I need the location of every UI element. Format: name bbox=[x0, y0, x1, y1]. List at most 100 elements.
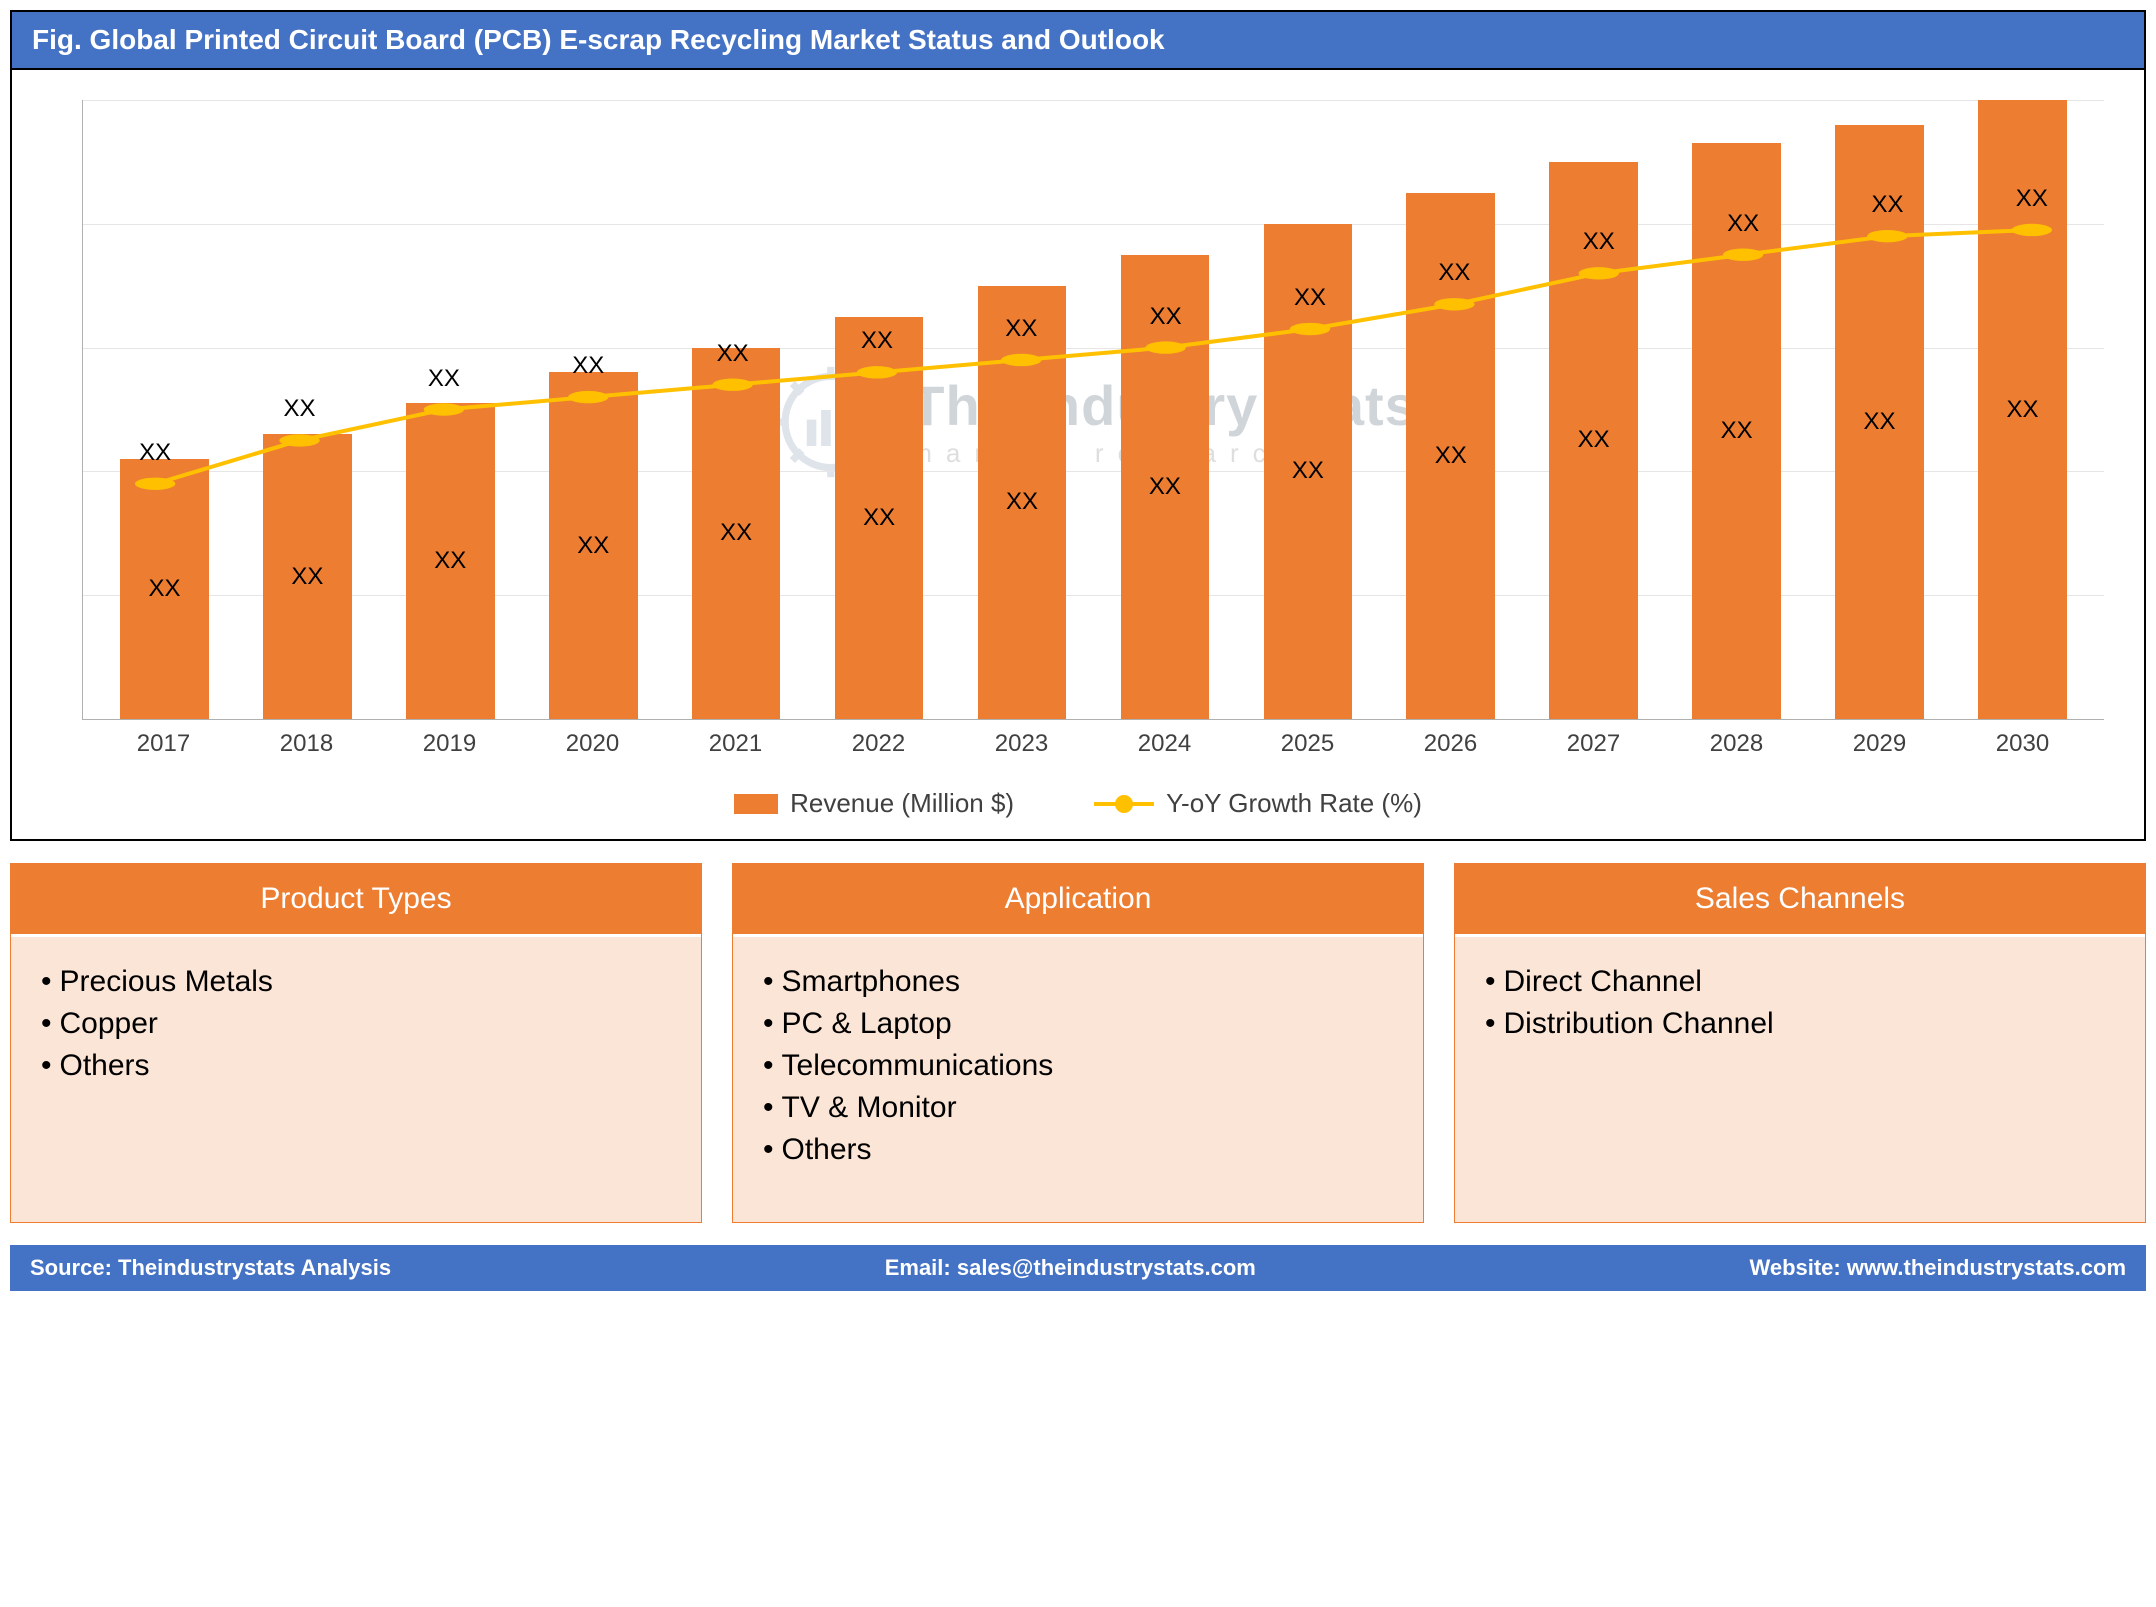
info-panel: Application SmartphonesPC & LaptopTelecom… bbox=[732, 863, 1424, 1223]
panel-list-item: Distribution Channel bbox=[1485, 1003, 2115, 1045]
panel-list-item: Telecommunications bbox=[763, 1045, 1393, 1087]
legend-item-revenue: Revenue (Million $) bbox=[734, 788, 1014, 819]
panel-list-item: TV & Monitor bbox=[763, 1087, 1393, 1129]
chart-container: The Industry Stats market research XXXXX… bbox=[10, 70, 2146, 841]
line-point-label: XX bbox=[572, 352, 604, 380]
footer-source-label: Source: bbox=[30, 1255, 112, 1280]
legend-item-growth: Y-oY Growth Rate (%) bbox=[1094, 788, 1422, 819]
panel-list: SmartphonesPC & LaptopTelecommunications… bbox=[763, 961, 1393, 1171]
bar: XX bbox=[406, 403, 495, 719]
bar: XX bbox=[978, 286, 1067, 719]
legend-label-revenue: Revenue (Million $) bbox=[790, 788, 1014, 819]
panel-body: Precious MetalsCopperOthers bbox=[11, 937, 701, 1222]
bar-slot: XX bbox=[808, 100, 951, 719]
footer-website-label: Website: bbox=[1749, 1255, 1840, 1280]
line-point-label: XX bbox=[1294, 284, 1326, 312]
x-axis-label: 2029 bbox=[1808, 730, 1951, 758]
panel-list-item: Others bbox=[763, 1129, 1393, 1171]
bar-value-label: XX bbox=[1578, 426, 1610, 454]
panel-header: Sales Channels bbox=[1455, 864, 2145, 937]
line-point-label: XX bbox=[2016, 185, 2048, 213]
bar-value-label: XX bbox=[720, 519, 752, 547]
bar-slot: XX bbox=[1379, 100, 1522, 719]
bar: XX bbox=[263, 434, 352, 719]
panel-list-item: Precious Metals bbox=[41, 961, 671, 1003]
bar-slot: XX bbox=[379, 100, 522, 719]
bar-value-label: XX bbox=[1149, 473, 1181, 501]
chart-legend: Revenue (Million $) Y-oY Growth Rate (%) bbox=[42, 788, 2114, 819]
bar-value-label: XX bbox=[1292, 457, 1324, 485]
footer-website-value: www.theindustrystats.com bbox=[1847, 1255, 2126, 1280]
chart-title: Fig. Global Printed Circuit Board (PCB) … bbox=[32, 24, 1165, 55]
line-point-label: XX bbox=[139, 439, 171, 467]
panel-body: SmartphonesPC & LaptopTelecommunications… bbox=[733, 937, 1423, 1222]
line-point-label: XX bbox=[284, 396, 316, 424]
legend-label-growth: Y-oY Growth Rate (%) bbox=[1166, 788, 1422, 819]
line-point-label: XX bbox=[1005, 315, 1037, 343]
bar-slot: XX bbox=[1522, 100, 1665, 719]
line-point-label: XX bbox=[1871, 191, 1903, 219]
footer-source-value: Theindustrystats Analysis bbox=[118, 1255, 391, 1280]
panel-list: Precious MetalsCopperOthers bbox=[41, 961, 671, 1087]
bar-value-label: XX bbox=[863, 504, 895, 532]
info-panels: Product TypesPrecious MetalsCopperOthers… bbox=[10, 863, 2146, 1223]
line-point-label: XX bbox=[1438, 259, 1470, 287]
bar-slot: XX bbox=[1093, 100, 1236, 719]
bar-slot: XX bbox=[665, 100, 808, 719]
legend-swatch-line bbox=[1094, 802, 1154, 806]
bar-slot: XX bbox=[951, 100, 1094, 719]
footer-email: Email: sales@theindustrystats.com bbox=[885, 1255, 1256, 1281]
bars-layer: XXXXXXXXXXXXXXXXXXXXXXXXXXXX bbox=[83, 100, 2104, 719]
footer-website: Website: www.theindustrystats.com bbox=[1749, 1255, 2126, 1281]
x-axis-label: 2030 bbox=[1951, 730, 2094, 758]
panel-list-item: PC & Laptop bbox=[763, 1003, 1393, 1045]
info-panel: Sales Channels Direct ChannelDistribution… bbox=[1454, 863, 2146, 1223]
panel-list-item: Others bbox=[41, 1045, 671, 1087]
line-point-label: XX bbox=[861, 328, 893, 356]
chart-title-bar: Fig. Global Printed Circuit Board (PCB) … bbox=[10, 10, 2146, 70]
bar: XX bbox=[120, 459, 209, 719]
panel-list-item: Direct Channel bbox=[1485, 961, 2115, 1003]
info-panel: Product Types Precious MetalsCopperOthers bbox=[10, 863, 702, 1223]
panel-header: Application bbox=[733, 864, 1423, 937]
line-point-label: XX bbox=[428, 365, 460, 393]
bar: XX bbox=[835, 317, 924, 719]
footer-source: Source: Theindustrystats Analysis bbox=[30, 1255, 391, 1281]
bar-value-label: XX bbox=[2006, 396, 2038, 424]
bar-value-label: XX bbox=[577, 532, 609, 560]
bar-value-label: XX bbox=[1721, 417, 1753, 445]
footer-email-value: sales@theindustrystats.com bbox=[957, 1255, 1256, 1280]
x-axis-label: 2023 bbox=[950, 730, 1093, 758]
panel-header: Product Types bbox=[11, 864, 701, 937]
line-point-label: XX bbox=[1583, 229, 1615, 257]
x-axis-label: 2021 bbox=[664, 730, 807, 758]
x-axis-labels: 2017201820192020202120222023202420252026… bbox=[82, 730, 2104, 758]
bar-slot: XX bbox=[1665, 100, 1808, 719]
x-axis-label: 2022 bbox=[807, 730, 950, 758]
bar-value-label: XX bbox=[1435, 442, 1467, 470]
panel-list: Direct ChannelDistribution Channel bbox=[1485, 961, 2115, 1045]
line-point-label: XX bbox=[1150, 303, 1182, 331]
legend-swatch-bar bbox=[734, 794, 778, 814]
x-axis-label: 2017 bbox=[92, 730, 235, 758]
bar: XX bbox=[549, 372, 638, 719]
x-axis-label: 2026 bbox=[1379, 730, 1522, 758]
footer-bar: Source: Theindustrystats Analysis Email:… bbox=[10, 1245, 2146, 1291]
line-point-label: XX bbox=[717, 340, 749, 368]
bar-slot: XX bbox=[93, 100, 236, 719]
line-point-label: XX bbox=[1727, 210, 1759, 238]
x-axis-label: 2027 bbox=[1522, 730, 1665, 758]
x-axis-label: 2024 bbox=[1093, 730, 1236, 758]
bar-slot: XX bbox=[1236, 100, 1379, 719]
bar-value-label: XX bbox=[1006, 488, 1038, 516]
footer-email-label: Email: bbox=[885, 1255, 951, 1280]
bar-slot: XX bbox=[522, 100, 665, 719]
x-axis-label: 2025 bbox=[1236, 730, 1379, 758]
x-axis-label: 2019 bbox=[378, 730, 521, 758]
bar-value-label: XX bbox=[148, 575, 180, 603]
panel-list-item: Copper bbox=[41, 1003, 671, 1045]
bar-value-label: XX bbox=[1864, 408, 1896, 436]
x-axis-label: 2028 bbox=[1665, 730, 1808, 758]
x-axis-label: 2018 bbox=[235, 730, 378, 758]
panel-list-item: Smartphones bbox=[763, 961, 1393, 1003]
